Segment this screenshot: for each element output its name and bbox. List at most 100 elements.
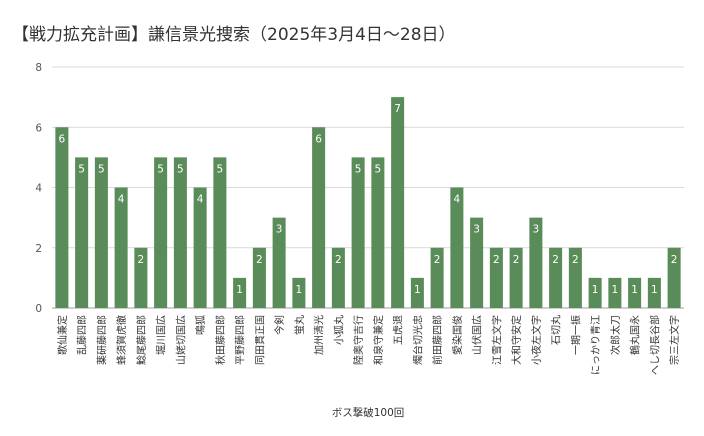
- data-label: 1: [592, 284, 599, 296]
- data-label: 5: [78, 163, 85, 175]
- bar: [154, 157, 168, 308]
- bar: [292, 277, 306, 308]
- x-category-label: 蛍丸: [293, 315, 306, 335]
- data-label: 5: [355, 163, 362, 175]
- data-label: 1: [612, 284, 619, 296]
- bar: [568, 247, 582, 308]
- chart-title: 【戦力拡充計画】謙信景光捜索（2025年3月4日～28日）: [12, 25, 456, 45]
- data-label: 2: [493, 254, 500, 266]
- y-tick-label: 2: [35, 243, 42, 255]
- x-category-label: 小夜左文字: [530, 315, 543, 365]
- data-label: 4: [118, 194, 125, 206]
- x-category-label: 次郎太刀: [609, 315, 622, 355]
- bar: [94, 157, 108, 308]
- bar: [252, 247, 266, 308]
- x-category-label: にっかり青江: [589, 315, 602, 375]
- y-tick-label: 0: [35, 303, 42, 315]
- x-category-label: 乱藤四郎: [76, 315, 89, 355]
- x-category-label: 燭台切光忠: [411, 315, 424, 365]
- data-label: 5: [177, 163, 184, 175]
- data-label: 1: [236, 284, 243, 296]
- data-label: 1: [651, 284, 658, 296]
- x-category-label: 鳴狐: [194, 315, 207, 335]
- x-category-label: 山姥切国広: [174, 315, 187, 365]
- data-label: 5: [157, 163, 164, 175]
- data-label: 2: [434, 254, 441, 266]
- data-label: 2: [138, 254, 145, 266]
- data-label: 2: [256, 254, 263, 266]
- data-label: 4: [197, 194, 204, 206]
- bar: [489, 247, 503, 308]
- bar: [509, 247, 523, 308]
- bar: [529, 217, 543, 308]
- bar: [450, 187, 464, 308]
- y-tick-label: 8: [35, 62, 42, 74]
- bar: [371, 157, 385, 308]
- bar: [213, 157, 227, 308]
- data-label: 2: [572, 254, 579, 266]
- bar: [233, 277, 247, 308]
- x-category-label: 鶴丸国永: [629, 315, 642, 355]
- data-label: 4: [454, 194, 461, 206]
- bar: [470, 217, 484, 308]
- x-category-label: 大和守安定: [510, 315, 523, 365]
- bar: [173, 157, 187, 308]
- data-label: 2: [335, 254, 342, 266]
- data-label: 5: [98, 163, 105, 175]
- data-label: 5: [217, 163, 224, 175]
- data-label: 6: [315, 133, 322, 145]
- x-category-label: 小狐丸: [332, 315, 345, 345]
- bar: [272, 217, 286, 308]
- data-label: 2: [552, 254, 559, 266]
- bar: [351, 157, 365, 308]
- x-category-label: 陸奥守吉行: [352, 315, 365, 365]
- x-category-label: 鯰尾藤四郎: [135, 315, 148, 365]
- data-label: 2: [671, 254, 678, 266]
- x-category-label: 秋田藤四郎: [214, 315, 227, 365]
- bar: [75, 157, 89, 308]
- bar: [628, 277, 642, 308]
- data-label: 5: [375, 163, 382, 175]
- bar: [430, 247, 444, 308]
- bar: [193, 187, 207, 308]
- data-label: 1: [631, 284, 638, 296]
- x-category-label: 宗三左文字: [668, 315, 681, 365]
- x-category-label: 同田貫正国: [254, 315, 266, 365]
- x-category-label: 和泉守兼定: [372, 315, 385, 365]
- bar: [331, 247, 345, 308]
- data-label: 1: [414, 284, 421, 296]
- x-category-label: 薬研藤四郎: [95, 315, 108, 365]
- x-category-label: 石切丸: [550, 315, 563, 345]
- data-label: 3: [276, 224, 283, 236]
- bar: [391, 97, 405, 308]
- bar: [647, 277, 661, 308]
- bar: [667, 247, 681, 308]
- bar: [55, 127, 69, 308]
- bar: [410, 277, 424, 308]
- bar: [549, 247, 563, 308]
- data-label: 1: [296, 284, 303, 296]
- x-category-label: 蜂須賀虎徹: [115, 315, 128, 365]
- x-category-label: 五虎退: [393, 315, 405, 345]
- x-category-label: 山伏国広: [471, 315, 484, 355]
- data-label: 3: [533, 224, 540, 236]
- x-category-label: 今剣: [273, 315, 286, 335]
- y-tick-label: 6: [35, 122, 42, 134]
- x-axis-title: ボス撃破100回: [332, 406, 405, 419]
- x-category-label: 加州清光: [313, 315, 326, 355]
- y-tick-label: 4: [35, 183, 42, 195]
- x-category-label: 愛染国俊: [451, 315, 464, 355]
- data-label: 3: [473, 224, 480, 236]
- x-category-label: 一期一振: [569, 315, 582, 355]
- x-category-label: 前田藤四郎: [431, 315, 444, 365]
- bar: [608, 277, 622, 308]
- x-category-label: 堀川国広: [155, 315, 168, 355]
- x-category-label: へし切長谷部: [648, 315, 661, 375]
- x-category-label: 歌仙兼定: [56, 315, 69, 355]
- bar: [312, 127, 326, 308]
- data-label: 6: [59, 133, 66, 145]
- x-category-label: 平野藤四郎: [234, 315, 247, 365]
- bar: [134, 247, 148, 308]
